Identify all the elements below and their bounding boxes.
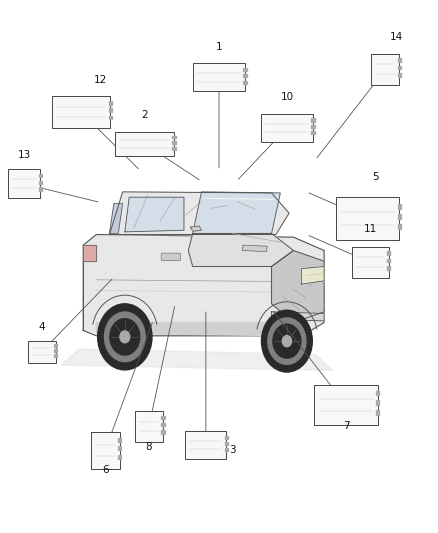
- Text: 11: 11: [364, 224, 377, 234]
- Text: 6: 6: [102, 465, 109, 475]
- Text: 8: 8: [145, 442, 152, 451]
- FancyBboxPatch shape: [193, 63, 245, 91]
- Bar: [172, 141, 176, 144]
- Polygon shape: [125, 197, 184, 232]
- Bar: [225, 435, 228, 439]
- Text: 12: 12: [94, 75, 107, 85]
- Polygon shape: [191, 226, 201, 231]
- Polygon shape: [110, 192, 289, 235]
- Bar: [161, 416, 165, 419]
- FancyBboxPatch shape: [336, 198, 399, 240]
- Circle shape: [110, 319, 140, 355]
- Bar: [311, 131, 314, 134]
- Bar: [398, 66, 401, 69]
- FancyBboxPatch shape: [352, 246, 389, 278]
- Text: 14: 14: [390, 33, 403, 42]
- Text: 13: 13: [18, 150, 31, 159]
- Polygon shape: [96, 322, 307, 336]
- Polygon shape: [83, 235, 324, 336]
- FancyBboxPatch shape: [52, 96, 110, 127]
- Bar: [118, 455, 121, 459]
- Polygon shape: [188, 233, 293, 266]
- FancyBboxPatch shape: [261, 114, 313, 142]
- Bar: [376, 410, 379, 415]
- Bar: [109, 101, 112, 104]
- Circle shape: [98, 304, 152, 370]
- Bar: [54, 354, 57, 357]
- Bar: [387, 266, 390, 270]
- Text: 4: 4: [38, 322, 45, 332]
- FancyBboxPatch shape: [185, 431, 226, 459]
- Circle shape: [273, 324, 301, 358]
- Bar: [109, 108, 112, 112]
- Text: 1: 1: [215, 42, 223, 52]
- Bar: [311, 118, 314, 122]
- Text: 3: 3: [229, 446, 236, 455]
- Text: 10: 10: [280, 92, 293, 102]
- Bar: [244, 68, 247, 71]
- Polygon shape: [242, 245, 267, 252]
- Text: 2: 2: [141, 110, 148, 119]
- Bar: [376, 400, 379, 405]
- Bar: [54, 344, 57, 346]
- Polygon shape: [193, 192, 280, 233]
- Bar: [387, 259, 390, 262]
- Polygon shape: [272, 312, 324, 321]
- Bar: [118, 438, 121, 442]
- Bar: [39, 187, 42, 190]
- Bar: [39, 174, 42, 177]
- Bar: [225, 448, 228, 451]
- FancyBboxPatch shape: [371, 54, 399, 85]
- Bar: [109, 116, 112, 119]
- Circle shape: [268, 318, 306, 365]
- Bar: [398, 73, 401, 77]
- Polygon shape: [61, 349, 333, 370]
- Bar: [118, 446, 121, 450]
- Bar: [311, 125, 314, 128]
- FancyBboxPatch shape: [135, 410, 163, 442]
- Circle shape: [120, 331, 130, 343]
- FancyBboxPatch shape: [8, 169, 40, 198]
- FancyBboxPatch shape: [91, 432, 120, 469]
- Bar: [172, 135, 176, 138]
- FancyBboxPatch shape: [161, 253, 180, 261]
- Bar: [54, 349, 57, 352]
- Circle shape: [261, 310, 312, 372]
- Bar: [161, 430, 165, 434]
- Bar: [39, 181, 42, 184]
- FancyBboxPatch shape: [28, 341, 56, 363]
- Polygon shape: [83, 245, 96, 261]
- FancyBboxPatch shape: [314, 385, 378, 425]
- Circle shape: [283, 336, 291, 346]
- Bar: [244, 80, 247, 84]
- Bar: [387, 252, 390, 255]
- Polygon shape: [272, 251, 324, 322]
- Bar: [225, 442, 228, 445]
- Text: 5: 5: [372, 172, 379, 182]
- Bar: [398, 214, 401, 219]
- Bar: [172, 147, 176, 149]
- Circle shape: [104, 312, 145, 361]
- Bar: [398, 204, 401, 208]
- Bar: [376, 391, 379, 395]
- Bar: [161, 423, 165, 426]
- Text: 7: 7: [343, 422, 350, 431]
- Polygon shape: [110, 204, 123, 233]
- Bar: [398, 59, 401, 62]
- Bar: [244, 74, 247, 77]
- Polygon shape: [301, 266, 324, 284]
- FancyBboxPatch shape: [115, 132, 174, 156]
- Bar: [398, 224, 401, 229]
